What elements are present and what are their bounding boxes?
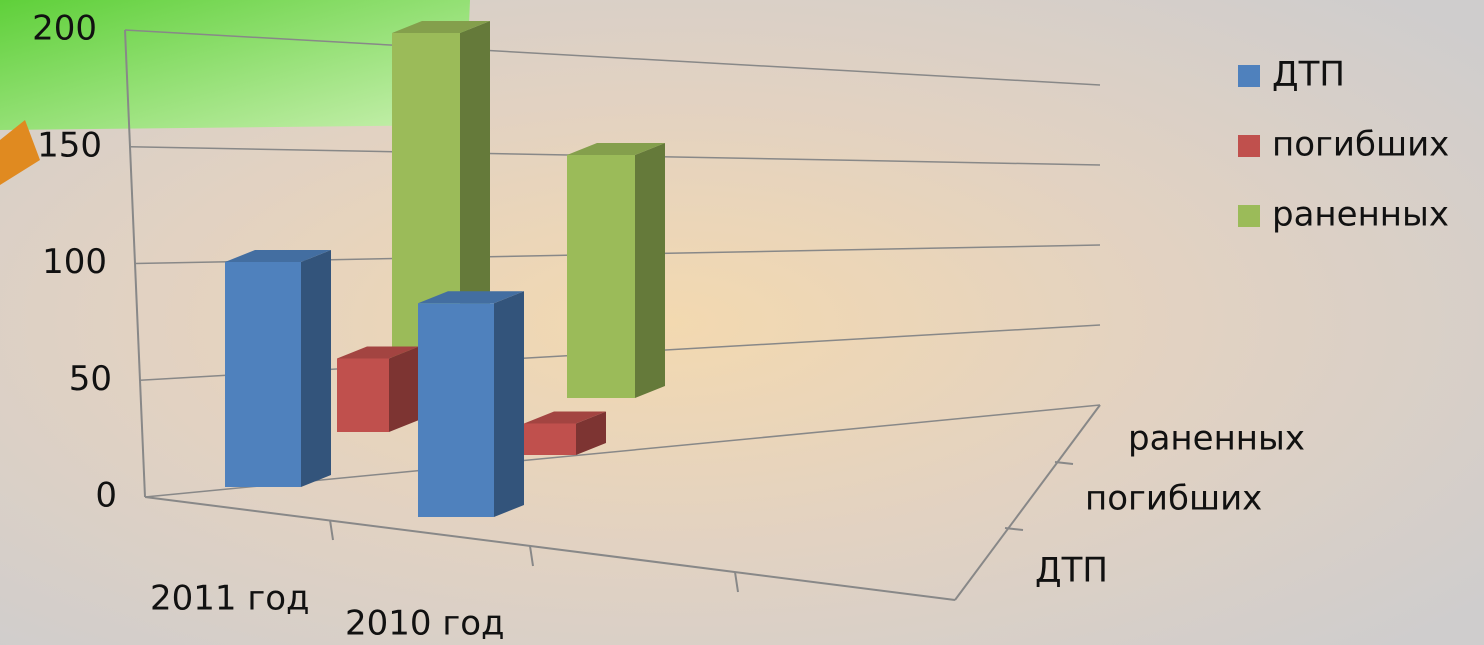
bar	[567, 155, 635, 398]
decoration	[0, 0, 470, 130]
bar-side	[635, 143, 665, 398]
y-tick-label: 0	[95, 476, 117, 516]
bar-side	[460, 21, 490, 375]
legend-swatch	[1238, 135, 1260, 157]
x-tick	[329, 519, 334, 541]
bar-top	[337, 346, 419, 359]
bar-side	[301, 250, 331, 487]
depth-tick-label: погибших	[1085, 479, 1262, 519]
bar-top	[392, 21, 490, 33]
x-tick-label: 2011 год	[150, 579, 310, 619]
depth-tick	[1054, 461, 1074, 465]
bar-side	[389, 346, 419, 432]
bar	[225, 262, 301, 487]
x-tick	[529, 545, 534, 567]
decoration	[0, 120, 40, 185]
x-tick	[734, 571, 739, 593]
legend-label: ДТП	[1272, 55, 1345, 95]
depth-axis	[954, 404, 1101, 601]
y-tick-label: 100	[42, 242, 107, 282]
bar-side	[494, 291, 524, 517]
bar-top	[418, 291, 524, 304]
y-tick-label: 150	[37, 125, 102, 165]
legend-swatch	[1238, 65, 1260, 87]
y-tick-label: 50	[69, 359, 112, 399]
bar	[524, 423, 576, 455]
depth-tick-label: раненных	[1128, 419, 1305, 459]
bar-side	[576, 411, 606, 455]
bar	[337, 358, 389, 432]
depth-tick-label: ДТП	[1035, 551, 1108, 591]
bar-top	[225, 250, 331, 262]
grid-line	[124, 29, 1101, 86]
y-tick-label: 200	[32, 9, 97, 49]
bar	[418, 303, 494, 517]
x-axis	[144, 496, 956, 601]
legend-label: раненных	[1272, 195, 1449, 235]
legend-swatch	[1238, 205, 1260, 227]
bar-top	[567, 143, 665, 155]
depth-tick	[1004, 527, 1024, 531]
bar-top	[524, 411, 606, 424]
legend-label: погибших	[1272, 125, 1449, 165]
x-tick-label: 2010 год	[345, 604, 505, 644]
